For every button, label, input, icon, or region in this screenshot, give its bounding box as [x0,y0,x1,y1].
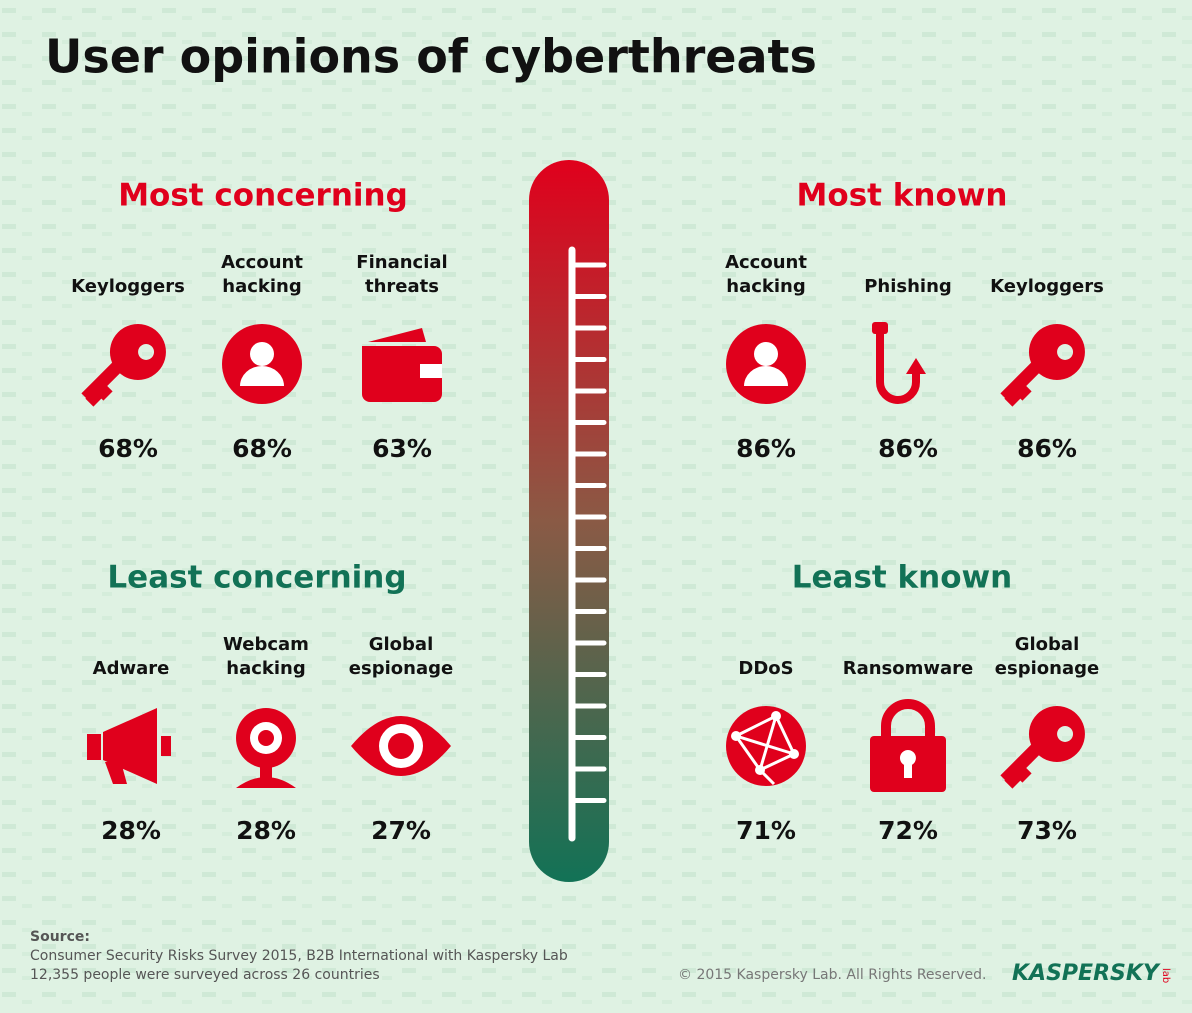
section: Least known DDoS 71% Ransomware 72% Global esp… [726,560,1099,845]
icon-part [876,334,920,404]
icon-part [899,750,916,778]
icon-part [755,765,765,775]
icon-part [1000,353,1050,407]
item-label: Financial [356,252,447,273]
icon-part [872,322,888,334]
item-label: threats [365,276,439,297]
thermometer [529,160,609,882]
icon-part [744,366,788,386]
item-label: DDoS [738,658,793,679]
section-heading: Least concerning [107,560,406,596]
item-label: Account [221,252,303,273]
icon [351,716,451,776]
item-label: hacking [222,276,301,297]
item-label: Global [369,634,434,655]
icon-part [754,342,778,366]
item-value: 27% [371,816,431,845]
section-heading: Most concerning [118,178,408,214]
icon-part [1000,735,1050,789]
item-label: hacking [726,276,805,297]
icon [870,699,946,792]
item-value: 71% [736,816,796,845]
item-label: Phishing [864,276,952,297]
icon-part [250,342,274,366]
icon-part [771,711,781,721]
item-value: 28% [101,816,161,845]
title: User opinions of cyberthreats [45,30,817,84]
item-value: 86% [736,434,796,463]
icon [726,706,806,786]
icon-part [420,364,442,378]
icon [81,324,166,407]
icon-part [731,731,741,741]
logo-sub: lab [1160,968,1171,983]
icon-part [881,699,935,736]
copyright: © 2015 Kaspersky Lab. All Rights Reserve… [678,967,986,983]
section: Least concerning Adware 28% Webcam hacking 28… [87,560,453,845]
icon-part [240,366,284,386]
section: Most known Account hacking 86% Phishing 86% Ke… [725,178,1104,464]
icon [1000,324,1085,407]
icon-part [368,328,426,342]
icon [87,708,171,784]
item-label: Ransomware [843,658,974,679]
source-line: Consumer Security Risks Survey 2015, B2B… [30,948,568,964]
icon-part [388,733,414,759]
icon-part [87,708,157,784]
icon-part [362,346,442,402]
item-value: 68% [232,434,292,463]
icon [726,324,806,404]
item-label: espionage [349,658,453,679]
item-label: Adware [93,658,170,679]
icon [236,708,296,788]
section-heading: Least known [792,560,1012,596]
item-label: Keyloggers [71,276,185,297]
icon [222,324,302,404]
icon-part [236,766,296,788]
source-line: 12,355 people were surveyed across 26 co… [30,967,380,983]
section: Most concerning Keyloggers 68% Account hacki… [71,178,448,464]
item-label: Webcam [223,634,309,655]
source-heading: Source: [30,929,90,945]
icon-part [789,749,799,759]
item-value: 86% [878,434,938,463]
item-label: hacking [226,658,305,679]
item-label: Account [725,252,807,273]
item-value: 28% [236,816,296,845]
icon-part [81,353,131,407]
icon [1000,706,1085,789]
item-label: Keyloggers [990,276,1104,297]
icon-part [161,736,171,756]
item-value: 68% [98,434,158,463]
icon [362,328,442,402]
item-value: 72% [878,816,938,845]
item-label: espionage [995,658,1099,679]
item-label: Global [1015,634,1080,655]
icon [872,322,926,404]
item-value: 73% [1017,816,1077,845]
icon-part [258,730,274,746]
logo: KASPERSKY [1012,961,1161,986]
item-value: 86% [1017,434,1077,463]
icon-part [906,358,926,374]
section-heading: Most known [797,178,1008,214]
item-value: 63% [372,434,432,463]
